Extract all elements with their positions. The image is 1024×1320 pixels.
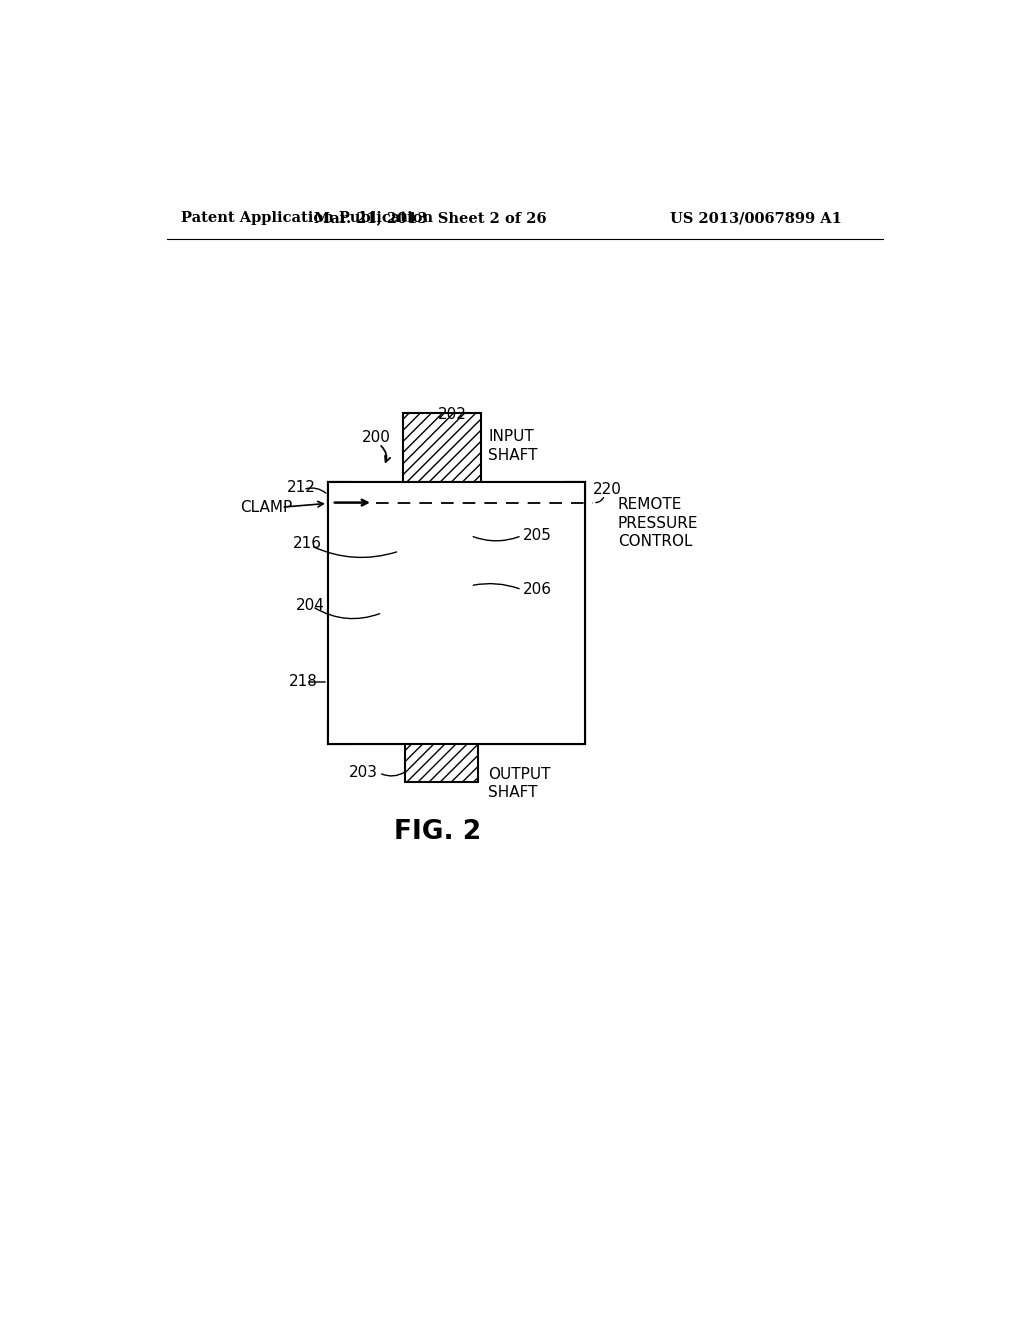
Text: US 2013/0067899 A1: US 2013/0067899 A1	[671, 211, 843, 226]
Text: FIG. 2: FIG. 2	[394, 820, 481, 845]
Bar	[509, 503, 563, 722]
Text: OUTPUT
SHAFT: OUTPUT SHAFT	[488, 767, 551, 800]
Text: Patent Application Publication: Patent Application Publication	[180, 211, 433, 226]
Bar	[328, 482, 586, 503]
Text: INPUT
SHAFT: INPUT SHAFT	[488, 429, 538, 463]
Text: 218: 218	[289, 675, 317, 689]
Text: 202: 202	[438, 408, 467, 422]
Text: 204: 204	[295, 598, 325, 612]
Text: 200: 200	[362, 430, 391, 445]
Text: Mar. 21, 2013  Sheet 2 of 26: Mar. 21, 2013 Sheet 2 of 26	[314, 211, 547, 226]
Bar	[349, 503, 382, 722]
Bar	[328, 482, 586, 743]
Text: 205: 205	[523, 528, 552, 544]
Text: 206: 206	[523, 582, 552, 597]
Bar	[403, 412, 480, 486]
Bar	[563, 482, 586, 743]
Bar	[328, 722, 586, 743]
Bar	[403, 482, 480, 511]
Text: 220: 220	[593, 482, 622, 498]
Bar	[406, 742, 478, 781]
Text: 212: 212	[287, 479, 315, 495]
Bar	[349, 503, 563, 722]
Bar	[328, 491, 376, 515]
Text: 203: 203	[348, 766, 378, 780]
Text: REMOTE
PRESSURE
CONTROL: REMOTE PRESSURE CONTROL	[617, 498, 698, 549]
Bar	[457, 519, 470, 711]
Text: CLAMP: CLAMP	[241, 500, 293, 515]
Bar	[382, 508, 509, 733]
Bar	[328, 482, 349, 743]
Bar	[399, 519, 413, 711]
Text: 216: 216	[293, 536, 323, 550]
